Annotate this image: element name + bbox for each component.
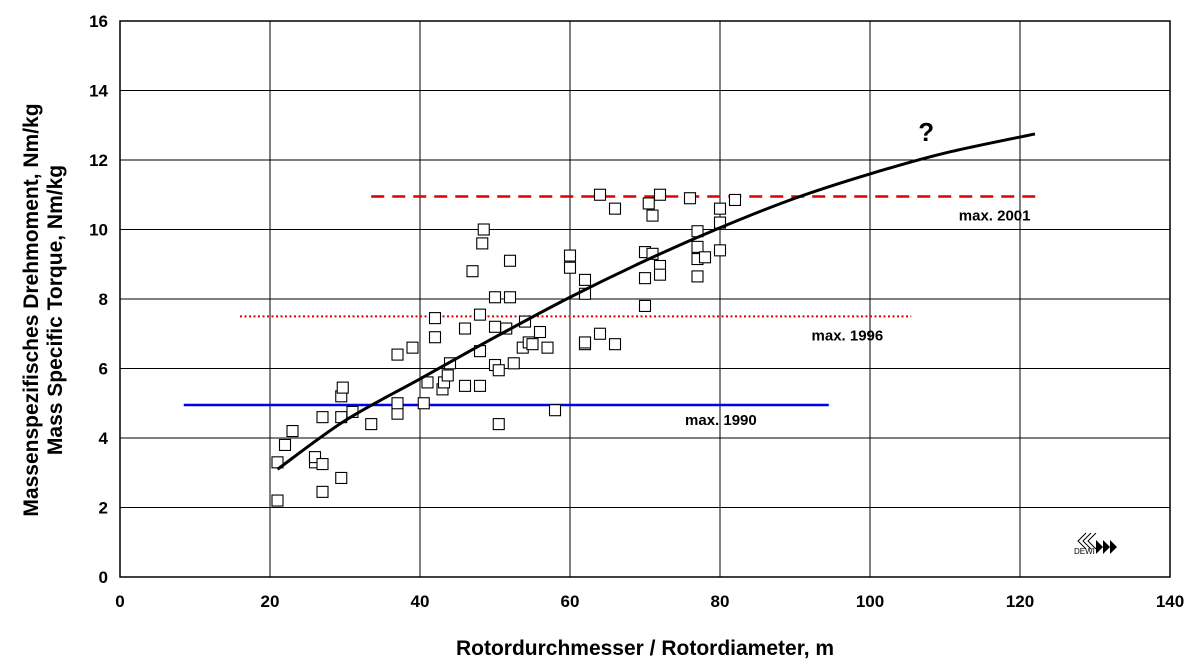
- y-tick-label-1: 2: [99, 499, 108, 518]
- logo-chevron-outline-3: [1087, 532, 1097, 550]
- y-tick-label-2: 4: [99, 429, 109, 448]
- data-point-21: [428, 331, 442, 344]
- x-tick-label-3: 60: [561, 592, 580, 611]
- data-point-70: [683, 192, 697, 205]
- data-point-14: [365, 418, 378, 431]
- data-point-76: [713, 244, 727, 257]
- x-tick-label-0: 0: [115, 592, 124, 611]
- y-tick-label-7: 14: [89, 82, 108, 101]
- data-point-52: [563, 249, 577, 262]
- reference-lines: [183, 195, 1043, 407]
- data-point-56: [578, 273, 592, 286]
- annotations: max. 1990 max. 1996 max. 2001?: [685, 117, 1030, 429]
- data-point-15: [391, 407, 404, 420]
- data-point-6: [316, 458, 329, 471]
- data-point-39: [492, 364, 505, 377]
- x-tick-label-6: 120: [1006, 592, 1034, 611]
- data-points: [271, 188, 742, 507]
- data-point-19: [417, 397, 430, 410]
- data-point-79: [728, 193, 742, 207]
- trend-line: [276, 132, 1036, 471]
- x-tick-label-5: 100: [856, 592, 884, 611]
- data-point-43: [507, 357, 520, 370]
- data-point-17: [391, 348, 404, 361]
- tick-labels: 0 20 40 60 80 100 120 140 0 2 4 6 8 10 12 14 16: [89, 12, 1184, 611]
- data-point-41: [503, 291, 517, 304]
- y-tick-label-5: 10: [89, 221, 108, 240]
- x-tick-label-1: 20: [261, 592, 280, 611]
- data-point-25: [441, 369, 454, 382]
- logo-arrow-2: [1103, 540, 1110, 554]
- data-point-38: [492, 418, 505, 431]
- y-tick-label-4: 8: [99, 290, 108, 309]
- logo-arrow-1: [1096, 540, 1103, 554]
- data-point-28: [458, 322, 472, 335]
- data-point-57: [593, 327, 607, 340]
- y-tick-label-6: 12: [89, 151, 108, 170]
- logo-chevron-outline-1: [1077, 532, 1087, 550]
- data-point-62: [638, 272, 652, 285]
- data-point-3: [286, 424, 299, 438]
- data-point-12: [336, 381, 349, 394]
- x-tick-label-7: 140: [1156, 592, 1184, 611]
- x-tick-label-4: 80: [711, 592, 730, 611]
- logo-arrow-3: [1110, 540, 1117, 554]
- data-point-2: [278, 438, 292, 452]
- data-point-8: [316, 411, 329, 424]
- data-point-22: [428, 312, 442, 325]
- data-point-78: [713, 202, 727, 215]
- data-point-59: [608, 338, 622, 351]
- data-point-73: [691, 240, 704, 253]
- dewi-logo: DEWI: [1074, 532, 1117, 556]
- reference-label-1: max. 1996: [812, 327, 884, 344]
- y-tick-label-8: 16: [89, 12, 108, 31]
- x-axis-title: Rotordurchmesser / Rotordiameter, m: [456, 637, 834, 660]
- grid: [119, 20, 1171, 578]
- data-point-61: [638, 299, 652, 313]
- data-point-34: [477, 223, 490, 236]
- data-point-71: [691, 270, 704, 283]
- data-point-33: [476, 237, 489, 250]
- y-axis-title-line2: Mass Specific Torque, Nm/kg: [44, 165, 67, 455]
- reference-label-2: max. 2001: [959, 207, 1031, 224]
- y-tick-label-0: 0: [99, 568, 108, 587]
- data-point-66: [646, 209, 659, 222]
- data-point-7: [316, 485, 329, 498]
- data-point-29: [466, 265, 479, 278]
- logo-chevron-outline-2: [1082, 532, 1092, 550]
- data-point-58: [593, 188, 607, 201]
- data-point-48: [533, 325, 547, 339]
- reference-label-0: max. 1990: [685, 412, 757, 429]
- data-point-36: [488, 320, 502, 333]
- data-point-69: [653, 188, 667, 201]
- data-point-30: [473, 379, 487, 392]
- data-point-60: [608, 202, 622, 215]
- data-point-27: [458, 379, 472, 392]
- x-tick-label-2: 40: [411, 592, 430, 611]
- data-point-49: [541, 341, 554, 354]
- data-point-18: [406, 341, 419, 354]
- logo-text: DEWI: [1074, 547, 1095, 556]
- data-point-68: [653, 268, 667, 281]
- data-point-51: [563, 261, 577, 274]
- data-point-0: [271, 494, 284, 507]
- data-point-20: [421, 376, 434, 389]
- data-point-47: [526, 338, 539, 351]
- data-point-54: [578, 336, 592, 349]
- data-point-5: [308, 451, 322, 464]
- question-mark-annotation: ?: [918, 117, 934, 147]
- data-point-32: [473, 308, 487, 321]
- data-point-16: [391, 397, 404, 410]
- y-axis-title-line1: Massenspezifisches Drehmoment, Nm/kg: [20, 103, 43, 516]
- data-point-37: [488, 291, 502, 304]
- data-point-50: [548, 404, 562, 417]
- data-point-42: [503, 254, 517, 267]
- data-point-64: [642, 197, 655, 210]
- data-point-75: [698, 251, 712, 264]
- trend-line-group: [276, 132, 1036, 471]
- data-point-9: [335, 471, 348, 485]
- y-tick-label-3: 6: [99, 360, 108, 379]
